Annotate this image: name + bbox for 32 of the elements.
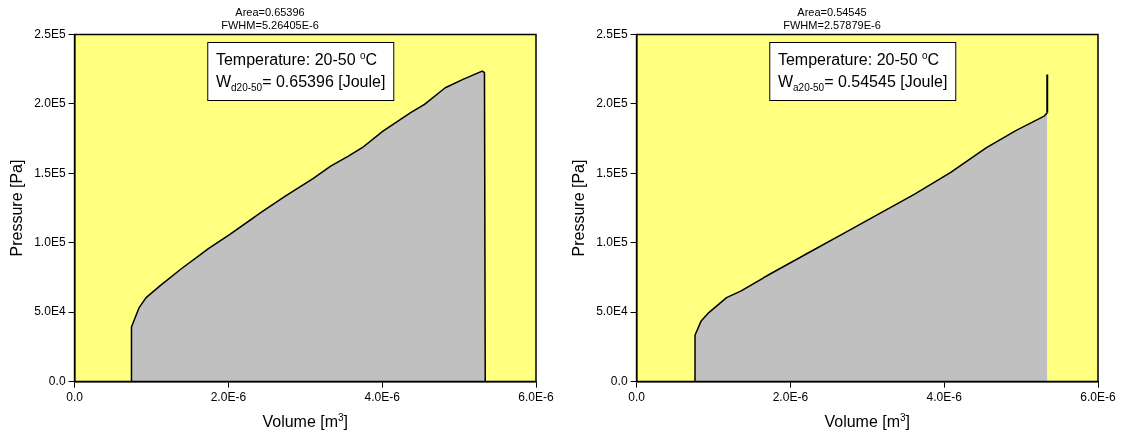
annotation: Temperature: 20-50 $^{o}$C xyxy=(215,49,379,71)
x-tick-label: 2.0E-6 xyxy=(210,390,247,405)
y-tick-label: 0.0 xyxy=(610,373,628,388)
y-tick-label: 1.5E5 xyxy=(34,165,66,180)
chart-subtitle: FWHM=5.26405E-6 xyxy=(221,18,319,31)
y-tick-label: 2.5E5 xyxy=(596,26,628,41)
y-tick-label: 1.5E5 xyxy=(596,165,628,180)
y-tick-label: 5.0E4 xyxy=(34,304,66,319)
x-tick-label: 0.0 xyxy=(66,390,84,405)
x-tick-label: 6.0E-6 xyxy=(1080,390,1116,405)
chart-title: Area=0.65396 xyxy=(235,5,305,18)
y-tick-label: 2.0E5 xyxy=(596,96,628,111)
annotation: W$_{a20-50}$= 0.54545 [Joule] xyxy=(777,71,948,95)
y-tick-label: 2.0E5 xyxy=(34,96,66,111)
annotation: Temperature: 20-50 $^{o}$C xyxy=(777,49,941,71)
chart-subtitle: FWHM=2.57879E-6 xyxy=(783,18,881,31)
x-tick-label: 0.0 xyxy=(628,390,646,405)
y-tick-label: 5.0E4 xyxy=(596,304,628,319)
y-tick-label: 2.5E5 xyxy=(34,26,66,41)
y-tick-label: 1.0E5 xyxy=(596,235,628,250)
chart-title: Area=0.54545 xyxy=(797,5,867,18)
y-tick-label: 0.0 xyxy=(48,373,66,388)
y-tick-label: 1.0E5 xyxy=(34,235,66,250)
x-axis-title: Volume [m$^{3}$] xyxy=(824,411,911,431)
x-tick-label: 2.0E-6 xyxy=(772,390,809,405)
x-tick-label: 6.0E-6 xyxy=(518,390,554,405)
annotation: W$_{d20-50}$= 0.65396 [Joule] xyxy=(215,71,386,95)
y-axis-title: Pressure [Pa] xyxy=(8,159,26,257)
y-axis-title: Pressure [Pa] xyxy=(570,159,588,257)
x-tick-label: 4.0E-6 xyxy=(926,390,963,405)
x-axis-title: Volume [m$^{3}$] xyxy=(262,411,349,431)
x-tick-label: 4.0E-6 xyxy=(364,390,401,405)
